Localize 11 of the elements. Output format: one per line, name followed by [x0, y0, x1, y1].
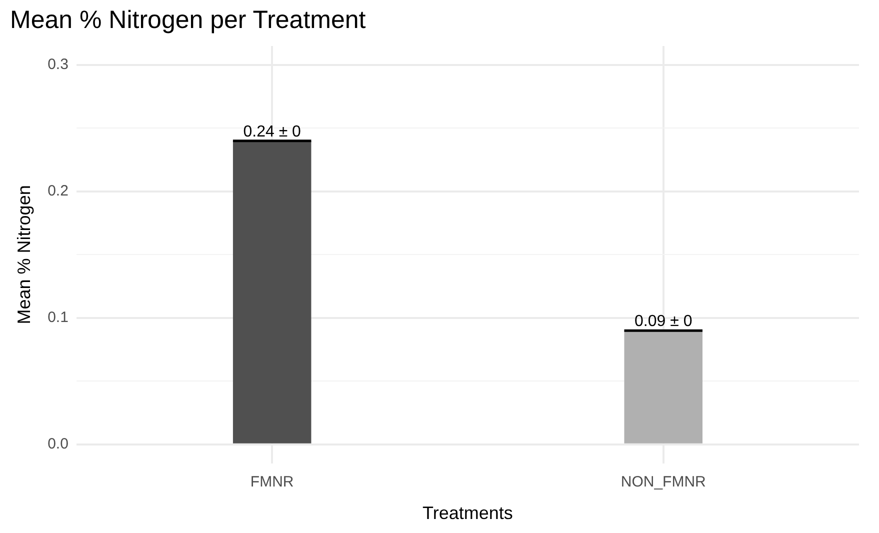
data-label: 0.24 ± 0 — [243, 123, 302, 140]
x-axis-title: Treatments — [422, 503, 513, 524]
y-tick-label: 0.0 — [48, 436, 68, 453]
chart-title: Mean % Nitrogen per Treatment — [10, 6, 366, 34]
y-axis-title: Mean % Nitrogen — [14, 185, 34, 324]
x-tick-label: FMNR — [250, 474, 294, 491]
y-tick-label: 0.2 — [48, 182, 68, 200]
y-tick-label: 0.1 — [48, 309, 68, 326]
data-label: 0.09 ± 0 — [634, 312, 692, 330]
x-tick-label: NON_FMNR — [620, 474, 706, 491]
y-tick-label: 0.3 — [48, 56, 68, 74]
